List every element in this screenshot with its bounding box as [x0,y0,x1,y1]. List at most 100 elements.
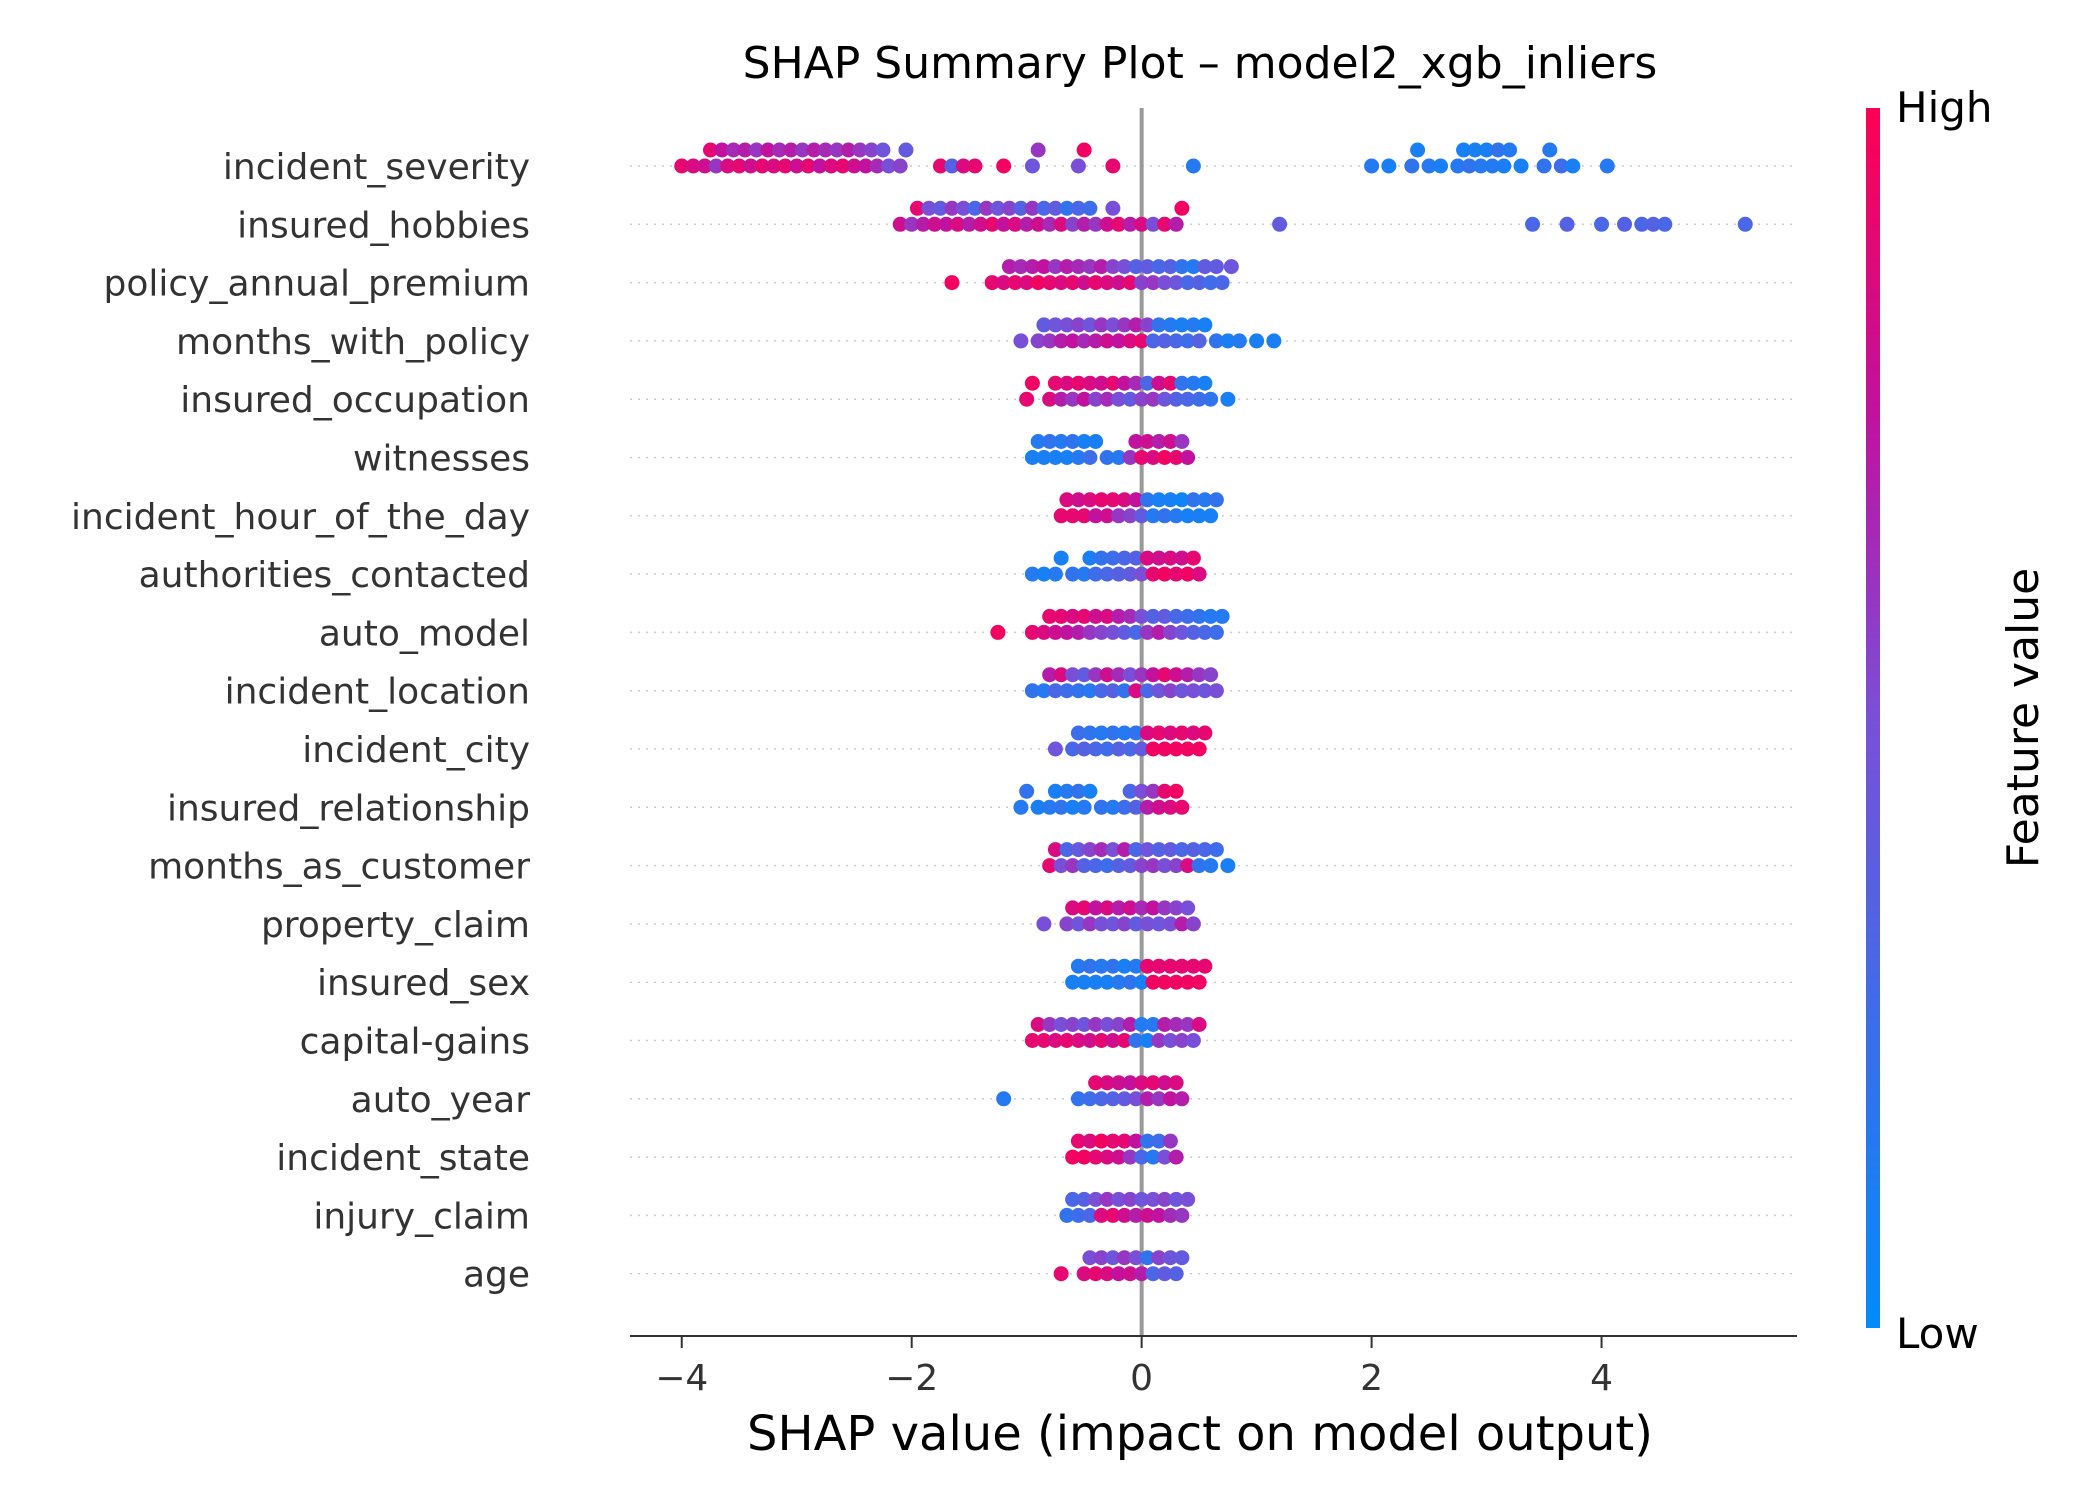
shap-point [1180,741,1196,757]
shap-point [1053,333,1069,349]
shap-point [1065,667,1081,683]
shap-point [1139,842,1155,858]
shap-point [1059,783,1075,799]
shap-point [1180,508,1196,524]
shap-point [1185,259,1201,275]
shap-point [1162,1250,1178,1266]
shap-point [1174,317,1190,333]
shap-point [1134,450,1150,465]
shap-point [1145,450,1161,465]
shap-point [1162,683,1178,699]
shap-point [1093,725,1109,741]
shap-point [1070,1133,1086,1149]
shap-point [1042,275,1058,291]
shap-point [1099,1266,1115,1282]
shap-point [754,158,770,174]
shap-point [708,158,724,174]
shap-point [1139,1133,1155,1149]
shap-point [1007,275,1023,291]
shap-point [1042,391,1058,407]
shap-point [1174,725,1190,741]
shap-point [1024,450,1040,465]
shap-point [1099,974,1115,990]
shap-point [1053,667,1069,683]
shap-point [1174,1207,1190,1223]
shap-point [1042,799,1058,815]
shap-point [1076,858,1092,874]
shap-point [1134,216,1150,232]
shap-point [1128,1091,1144,1107]
shap-point [1145,1075,1161,1091]
shap-point [1134,333,1150,349]
shap-point [1076,1017,1092,1032]
shap-point [1065,741,1081,757]
shap-point [1065,974,1081,990]
shap-point [1208,683,1224,699]
shap-point [1197,683,1213,699]
shap-point [1174,916,1190,932]
shap-point [1059,450,1075,465]
shap-point [1093,375,1109,391]
shap-point [1019,275,1035,291]
shap-point [1053,275,1069,291]
shap-point [1208,842,1224,858]
shap-point [840,142,856,158]
shap-point [1122,741,1138,757]
shap-point [1111,858,1127,874]
shap-point [1134,1149,1150,1165]
shap-point [1024,683,1040,699]
shap-point [1059,317,1075,333]
shap-point [1122,1017,1138,1032]
shap-point [1105,492,1121,508]
shap-point [1122,1149,1138,1165]
shap-point [1191,391,1207,407]
shap-point [1076,799,1092,815]
feature-label: property_claim [261,905,530,946]
feature-label: age [463,1255,530,1296]
shap-point [967,200,983,216]
shap-point [1053,550,1069,566]
shap-point [812,158,828,174]
shap-point [1185,842,1201,858]
shap-point [1145,900,1161,916]
shap-point [1082,450,1098,465]
shap-point [1042,858,1058,874]
shap-point [1139,550,1155,566]
shap-point [1162,259,1178,275]
shap-point [1065,434,1081,449]
shap-point [1030,434,1046,449]
shap-point [1105,200,1121,216]
shap-point [967,158,983,174]
shap-point [1145,858,1161,874]
shap-point [1088,434,1104,449]
shap-point [1145,391,1161,407]
shap-point [1145,667,1161,683]
shap-point [1093,1250,1109,1266]
shap-point [829,142,845,158]
shap-point [1168,216,1184,232]
shap-point [685,158,701,174]
shap-point [1047,566,1063,582]
shap-point [915,216,931,232]
shap-point [1223,259,1239,275]
shap-point [1042,667,1058,683]
shap-point [1139,492,1155,508]
shap-point [1180,566,1196,582]
shap-point [1076,741,1092,757]
shap-point [1145,783,1161,799]
shap-point [1168,900,1184,916]
shap-point [1076,1149,1092,1165]
grid-layer [630,165,1797,1275]
shap-point [1185,375,1201,391]
shap-point [1134,275,1150,291]
shap-point [1502,142,1518,158]
shap-point [1116,492,1132,508]
shap-point [720,158,736,174]
shap-point [1364,158,1380,174]
shap-point [1180,608,1196,624]
shap-point [1168,508,1184,524]
shap-point [1076,1266,1092,1282]
shap-point [1157,974,1173,990]
shap-point [1151,1133,1167,1149]
